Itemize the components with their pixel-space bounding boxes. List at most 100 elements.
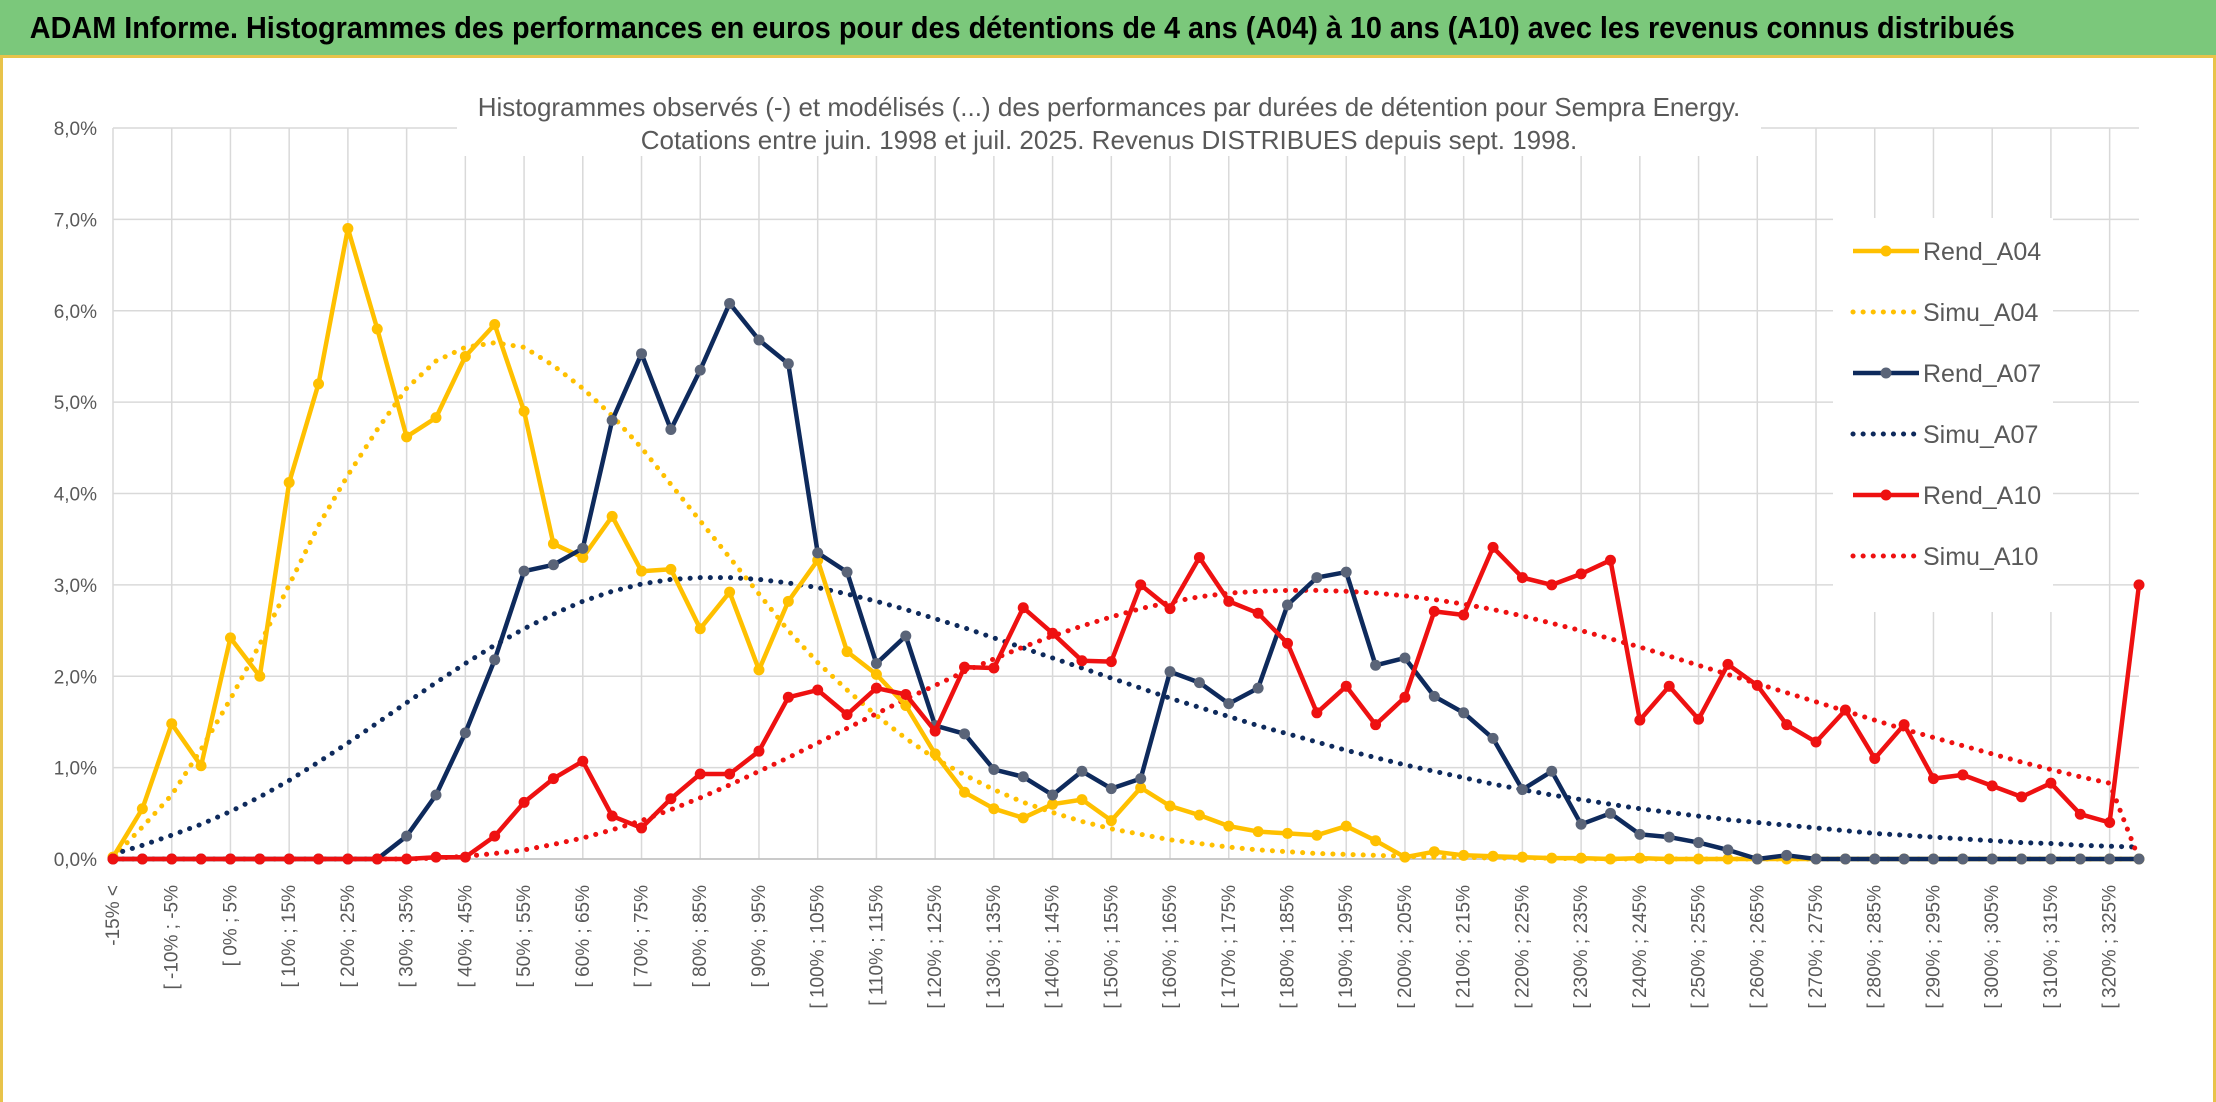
data-point xyxy=(1193,551,1205,563)
data-point xyxy=(1575,818,1587,830)
data-point xyxy=(782,691,794,703)
x-tick-label: [ 60% ; 65% xyxy=(573,885,594,988)
legend-label: Simu_A10 xyxy=(1923,543,2038,571)
data-point xyxy=(459,727,471,739)
data-point xyxy=(1986,853,1998,865)
data-point xyxy=(1047,627,1059,639)
x-tick-label: [ 320% ; 325% xyxy=(2100,885,2121,1009)
data-point xyxy=(606,414,618,426)
data-point xyxy=(1869,752,1881,764)
data-point xyxy=(665,793,677,805)
x-tick-label: [ 100% ; 105% xyxy=(808,885,829,1009)
data-point xyxy=(1898,853,1910,865)
data-point xyxy=(518,796,530,808)
x-tick-label: [ 260% ; 265% xyxy=(1747,885,1768,1009)
data-point xyxy=(1135,579,1147,591)
data-point xyxy=(1017,602,1029,614)
data-point xyxy=(1604,853,1616,865)
x-tick-label: [ 290% ; 295% xyxy=(1923,885,1944,1009)
data-point xyxy=(1634,852,1646,864)
data-point xyxy=(430,851,442,863)
data-point xyxy=(959,728,971,740)
data-point xyxy=(1693,853,1705,865)
data-point xyxy=(606,510,618,522)
data-point xyxy=(489,318,501,330)
data-point xyxy=(166,718,178,730)
data-point xyxy=(636,348,648,360)
data-point xyxy=(283,853,295,865)
legend-label: Rend_A04 xyxy=(1923,238,2041,266)
data-point xyxy=(1839,704,1851,716)
legend: Rend_A04 Simu_A04 Rend_A07 Simu_A07 Rend_A10… xyxy=(1833,218,2053,612)
data-point xyxy=(1193,677,1205,689)
data-point xyxy=(724,586,736,598)
data-point xyxy=(1693,713,1705,725)
data-point xyxy=(313,853,325,865)
data-point xyxy=(342,223,354,235)
data-point xyxy=(1986,780,1998,792)
x-axis: -15% < [ -10% ; -5% [ 0% ; 5% [ 10% ; 15% [ … xyxy=(103,858,2139,1009)
data-point xyxy=(1340,820,1352,832)
data-point xyxy=(753,745,765,757)
data-point xyxy=(1810,853,1822,865)
data-point xyxy=(1604,807,1616,819)
data-point xyxy=(283,477,295,489)
data-point xyxy=(166,853,178,865)
data-point xyxy=(1781,719,1793,731)
x-tick-label: [ 190% ; 195% xyxy=(1336,885,1357,1009)
data-point xyxy=(2074,853,2086,865)
data-point xyxy=(1223,595,1235,607)
data-point xyxy=(959,786,971,798)
series-line xyxy=(113,301,2139,862)
x-tick-label: [ 210% ; 215% xyxy=(1454,885,1475,1009)
data-point xyxy=(1546,579,1558,591)
data-point xyxy=(459,350,471,362)
data-point xyxy=(2016,853,2028,865)
data-point xyxy=(1311,707,1323,719)
data-point xyxy=(2016,791,2028,803)
x-tick-label: [ 40% ; 45% xyxy=(455,885,476,988)
series-line xyxy=(110,587,2142,862)
data-point xyxy=(1281,599,1293,611)
data-point xyxy=(1957,853,1969,865)
data-point xyxy=(1135,782,1147,794)
data-point xyxy=(1370,719,1382,731)
x-tick-label: [ 230% ; 235% xyxy=(1571,885,1592,1009)
data-point xyxy=(1252,826,1264,838)
data-point xyxy=(547,773,559,785)
chart-titles: Histogrammes observés (-) et modélisés (… xyxy=(457,84,1761,156)
data-point xyxy=(1105,656,1117,668)
legend-label: Rend_A07 xyxy=(1923,360,2041,388)
data-point xyxy=(1927,853,1939,865)
data-point xyxy=(1105,815,1117,827)
y-tick-label: 0,0% xyxy=(54,850,97,871)
data-point xyxy=(1663,831,1675,843)
data-point xyxy=(547,538,559,550)
x-tick-label: [ 130% ; 135% xyxy=(984,885,1005,1009)
data-point xyxy=(1047,789,1059,801)
data-point xyxy=(1634,714,1646,726)
data-point xyxy=(1781,849,1793,861)
data-point xyxy=(195,760,207,772)
data-point xyxy=(1957,769,1969,781)
data-point xyxy=(1311,572,1323,584)
data-point xyxy=(195,853,207,865)
legend-marker xyxy=(1880,367,1892,379)
x-tick-label: [ 150% ; 155% xyxy=(1101,885,1122,1009)
y-tick-label: 5,0% xyxy=(54,393,97,414)
data-point xyxy=(1516,572,1528,584)
data-point xyxy=(900,689,912,701)
data-point xyxy=(1193,809,1205,821)
x-tick-label: [ 310% ; 315% xyxy=(2041,885,2062,1009)
data-point xyxy=(1575,568,1587,580)
data-point xyxy=(1399,691,1411,703)
data-point xyxy=(1399,851,1411,863)
data-point xyxy=(900,630,912,642)
data-point xyxy=(959,661,971,673)
data-point xyxy=(254,670,266,682)
chart-frame: 0,0% 1,0% 2,0% 3,0% 4,0% 5,0% 6,0% 7,0% 8,0% -15… xyxy=(0,58,2216,1102)
data-point xyxy=(577,551,589,563)
data-point xyxy=(1898,719,1910,731)
data-point xyxy=(1575,852,1587,864)
data-point xyxy=(724,768,736,780)
